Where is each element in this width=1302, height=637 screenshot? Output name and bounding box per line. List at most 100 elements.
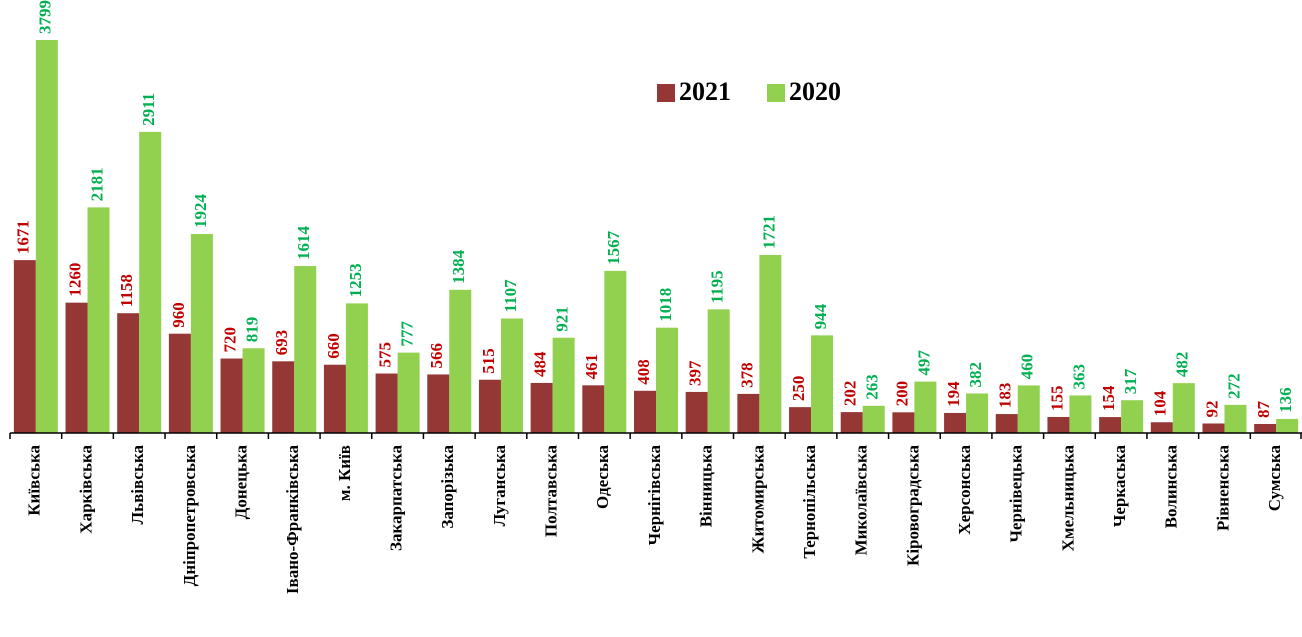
- bar: [323, 364, 346, 433]
- x-tick-label: Одеська: [593, 445, 612, 509]
- bar: [1202, 423, 1225, 433]
- value-label: 363: [1069, 364, 1088, 390]
- bar: [190, 233, 213, 433]
- x-tick-label: Полтавська: [542, 445, 561, 538]
- bar: [397, 352, 420, 433]
- value-label: 819: [242, 317, 261, 343]
- bar: [87, 207, 110, 433]
- x-tick-label: Рівненська: [1213, 445, 1232, 531]
- bar: [995, 414, 1018, 433]
- value-label: 1614: [294, 226, 313, 261]
- value-label: 1107: [501, 279, 520, 313]
- value-label: 382: [966, 362, 985, 388]
- value-label: 92: [1202, 400, 1221, 417]
- x-tick-label: Тернопільська: [800, 445, 819, 559]
- value-label: 2911: [139, 93, 158, 126]
- value-label: 960: [169, 302, 188, 328]
- bar: [685, 391, 708, 433]
- bar: [1017, 385, 1040, 433]
- value-label: 317: [1121, 368, 1140, 394]
- value-label: 154: [1099, 385, 1118, 411]
- x-tick-label: Вінницька: [697, 445, 716, 528]
- x-tick-label: Волинська: [1162, 445, 1181, 529]
- bar: [500, 318, 523, 433]
- value-label: 515: [479, 348, 498, 373]
- value-label: 693: [272, 330, 291, 356]
- bar: [168, 333, 191, 433]
- x-tick-label: Миколаївська: [852, 445, 871, 556]
- x-tick-label: Черкаська: [1110, 445, 1129, 528]
- bar: [13, 260, 36, 433]
- bar: [427, 374, 450, 433]
- bar: [294, 266, 317, 433]
- x-tick-label: Чернігівська: [645, 445, 664, 546]
- value-label: 660: [324, 333, 343, 359]
- bar: [789, 407, 812, 433]
- bar: [862, 405, 885, 433]
- value-label: 194: [944, 381, 963, 407]
- value-label: 575: [376, 342, 395, 368]
- bar: [944, 412, 967, 433]
- value-label: 408: [634, 359, 653, 385]
- value-label: 2181: [87, 167, 106, 201]
- bar: [1276, 418, 1299, 433]
- x-tick-label: Чернівецька: [1007, 445, 1026, 543]
- value-label: 720: [220, 327, 239, 353]
- value-label: 183: [996, 383, 1015, 409]
- x-tick-label: Кіровоградська: [903, 445, 922, 566]
- value-label: 497: [914, 350, 933, 376]
- bar: [737, 393, 760, 433]
- bar: [345, 303, 368, 433]
- bar: [811, 335, 834, 433]
- bar: [604, 270, 627, 433]
- value-label: 272: [1224, 373, 1243, 399]
- value-label: 482: [1173, 352, 1192, 378]
- bar: [582, 385, 605, 433]
- value-label: 202: [841, 381, 860, 407]
- bar: [35, 40, 58, 433]
- x-tick-label: Запорізька: [438, 445, 457, 529]
- x-tick-label: Донецька: [231, 445, 250, 520]
- bar: [1172, 383, 1195, 433]
- value-label: 378: [737, 362, 756, 388]
- x-tick-label: Київська: [25, 445, 44, 516]
- value-label: 1195: [708, 270, 727, 303]
- bar: [840, 412, 863, 433]
- x-tick-label: м. Київ: [335, 445, 354, 501]
- value-label: 200: [892, 381, 911, 407]
- value-label: 1567: [604, 230, 623, 265]
- bar: [656, 327, 678, 433]
- value-label: 87: [1254, 401, 1273, 419]
- value-label: 566: [427, 343, 446, 369]
- value-label: 1260: [65, 263, 84, 297]
- legend-swatch: [767, 84, 785, 102]
- x-tick-label: Харківська: [76, 445, 95, 534]
- x-tick-label: Івано-Франківська: [283, 445, 302, 595]
- value-label: 777: [398, 321, 417, 347]
- value-label: 250: [789, 376, 808, 402]
- value-label: 461: [582, 354, 601, 380]
- x-tick-label: Луганська: [490, 445, 509, 527]
- value-label: 136: [1276, 387, 1295, 413]
- legend-swatch: [657, 84, 675, 102]
- bar: [1121, 400, 1144, 433]
- bar: [375, 373, 398, 433]
- bar: [1069, 395, 1092, 433]
- value-label: 263: [863, 374, 882, 400]
- x-tick-label: Житомирська: [748, 445, 767, 554]
- value-label: 104: [1151, 390, 1170, 416]
- x-tick-label: Львівська: [128, 445, 147, 525]
- bar: [220, 358, 243, 433]
- value-label: 1253: [346, 263, 365, 297]
- bar: [759, 254, 782, 433]
- value-label: 1671: [14, 220, 33, 254]
- value-label: 1018: [656, 288, 675, 322]
- value-label: 155: [1047, 385, 1066, 411]
- x-tick-label: Херсонська: [955, 445, 974, 535]
- x-tick-label: Хмельницька: [1058, 445, 1077, 552]
- bar: [1047, 416, 1070, 433]
- bar: [552, 337, 575, 433]
- value-label: 1721: [759, 215, 778, 249]
- bar: [707, 309, 730, 433]
